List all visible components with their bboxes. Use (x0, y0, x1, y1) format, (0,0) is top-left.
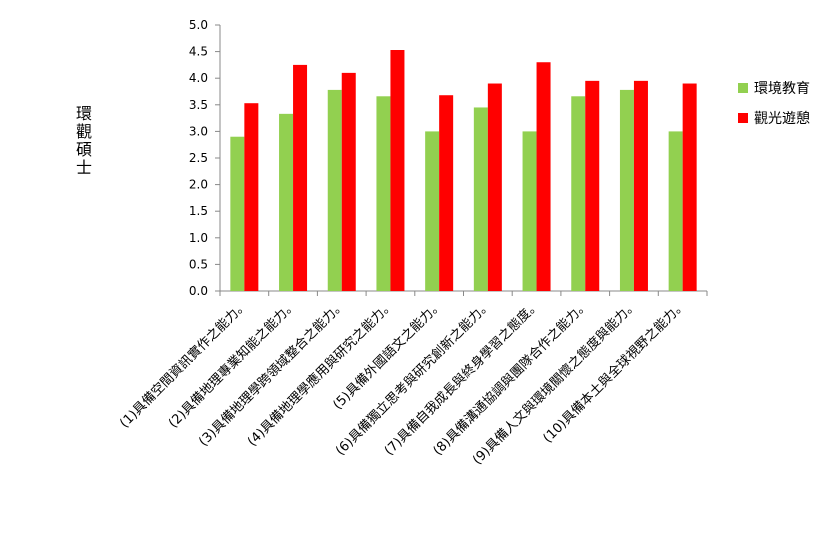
y-axis-label: 環觀碩士 (73, 105, 92, 177)
bar (376, 96, 391, 292)
bar (279, 113, 294, 292)
y-tick-label: 2.0 (189, 178, 208, 192)
bar (668, 131, 683, 291)
bar (244, 103, 259, 291)
y-tick-label: 0.0 (189, 284, 208, 298)
y-tick-label: 2.5 (189, 151, 208, 165)
bar (473, 107, 488, 292)
bar (425, 131, 440, 291)
bar (536, 62, 551, 291)
y-tick-label: 1.5 (189, 204, 208, 218)
legend-label: 觀光遊憩 (754, 110, 810, 127)
legend-swatch (738, 113, 748, 123)
bar (327, 89, 342, 292)
y-tick-label: 4.5 (189, 45, 208, 59)
y-tick-label: 0.5 (189, 257, 208, 271)
legend-label: 環境教育 (754, 81, 810, 97)
y-tick-label: 5.0 (189, 18, 208, 32)
legend-swatch (738, 83, 748, 93)
bar (522, 131, 537, 291)
bar (487, 83, 502, 292)
bar (390, 50, 405, 292)
bar (619, 89, 634, 292)
bar (571, 96, 586, 292)
y-tick-label: 1.0 (189, 231, 208, 245)
bar (633, 80, 648, 291)
y-tick-label: 3.5 (189, 98, 208, 112)
y-tick-label: 3.0 (189, 124, 208, 138)
y-tick-label: 4.0 (189, 71, 208, 85)
bar (293, 64, 308, 292)
bar (341, 72, 356, 291)
bar (439, 95, 454, 291)
bar (682, 83, 697, 292)
bar (230, 136, 245, 291)
bar (585, 80, 600, 291)
